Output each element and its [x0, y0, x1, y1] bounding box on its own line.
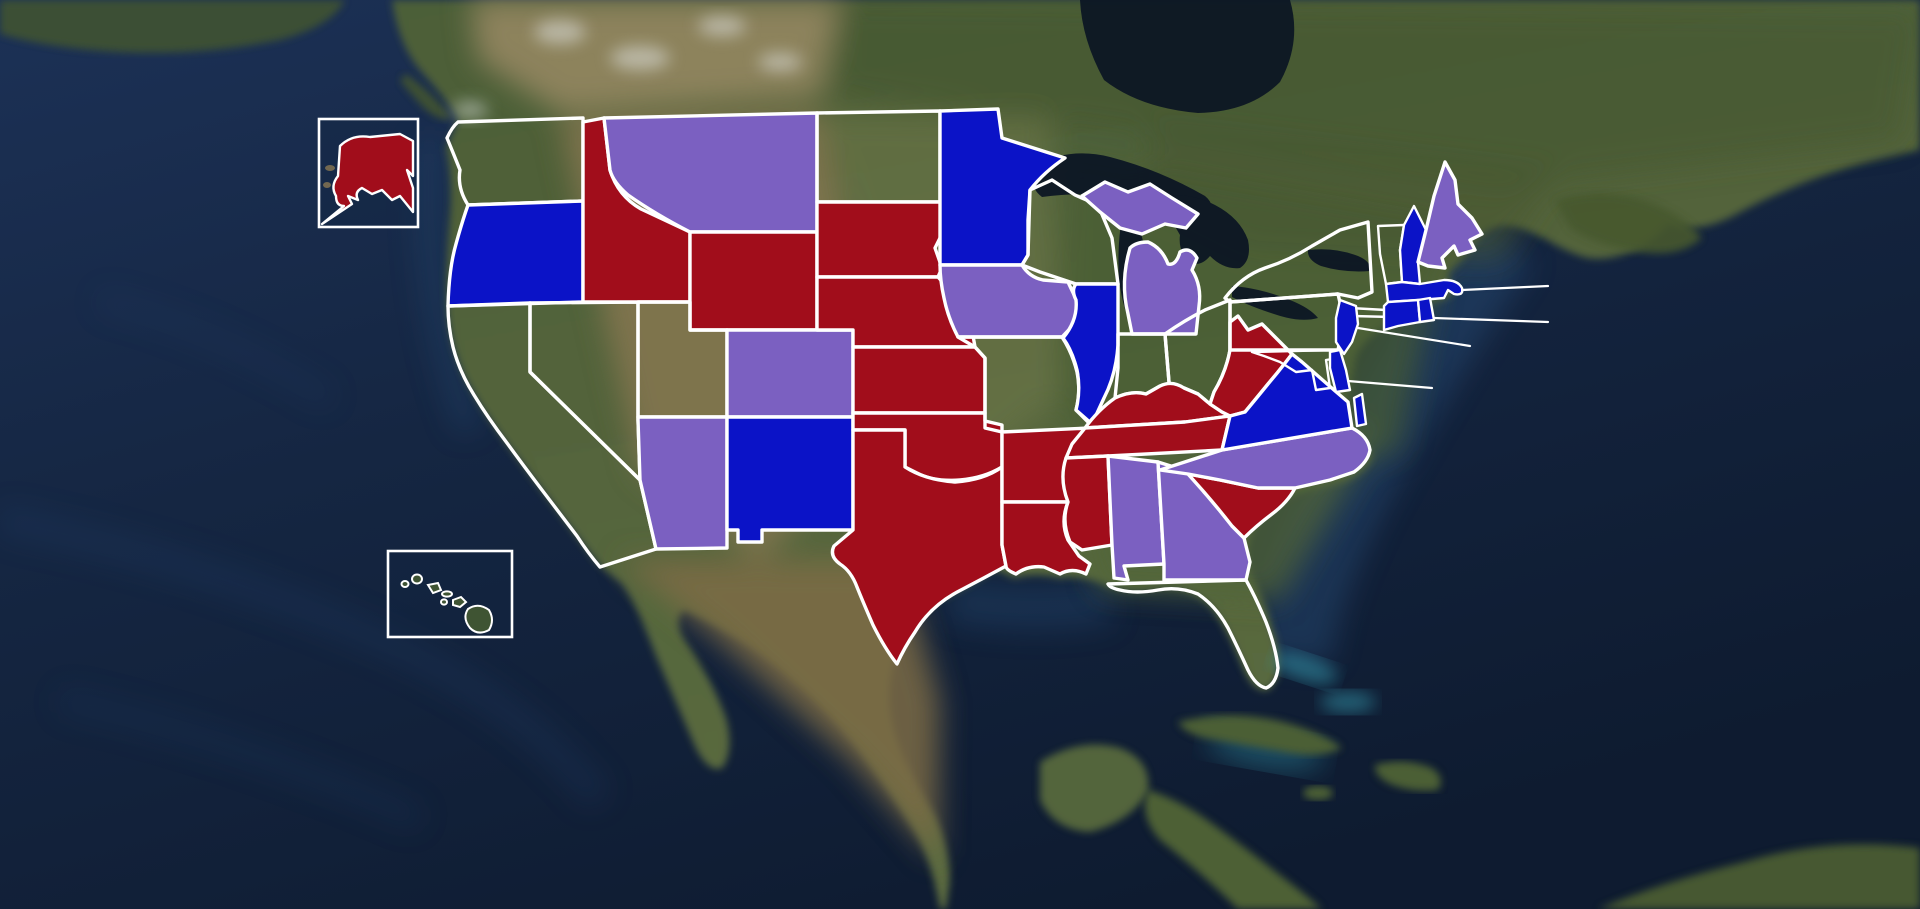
state-north-dakota[interactable]	[815, 109, 942, 204]
state-texas[interactable]	[830, 428, 1008, 666]
state-california[interactable]	[446, 301, 658, 569]
state-hawaii-maui[interactable]	[452, 595, 468, 609]
state-kentucky[interactable]	[1083, 381, 1232, 430]
state-michigan-upper-peninsula[interactable]	[1080, 180, 1200, 236]
state-hawaii-oahu[interactable]	[426, 581, 443, 595]
state-iowa[interactable]	[938, 263, 1082, 339]
state-south-dakota[interactable]	[815, 200, 945, 279]
state-massachusetts[interactable]	[1384, 278, 1464, 304]
leader-line-massachusetts	[1460, 284, 1550, 292]
aleutian-islet	[325, 165, 335, 171]
state-new-jersey[interactable]	[1334, 298, 1360, 356]
state-arizona[interactable]	[636, 415, 729, 551]
state-virginia-eastern-shore[interactable]	[1352, 392, 1368, 428]
state-alabama[interactable]	[1106, 454, 1166, 582]
state-hawaii-kauai[interactable]	[411, 573, 423, 585]
leader-line-rhode-island	[1432, 316, 1550, 324]
state-illinois[interactable]	[1061, 282, 1120, 426]
state-rhode-island[interactable]	[1416, 296, 1436, 324]
state-virginia[interactable]	[1220, 352, 1354, 452]
states-layer	[445, 107, 1484, 690]
caribbean	[1040, 651, 1920, 909]
state-pennsylvania[interactable]	[1228, 292, 1346, 352]
state-hawaii-lanai[interactable]	[440, 598, 448, 606]
state-tennessee[interactable]	[1064, 414, 1232, 460]
state-florida[interactable]	[1106, 578, 1280, 690]
leader-line-new-jersey	[1356, 326, 1472, 348]
state-new-york[interactable]	[1223, 220, 1374, 304]
leader-line-delaware	[1346, 379, 1434, 390]
state-michigan[interactable]	[1122, 240, 1202, 336]
state-washington[interactable]	[445, 116, 585, 207]
state-maine[interactable]	[1416, 160, 1484, 270]
state-mississippi[interactable]	[1061, 454, 1114, 552]
hawaii-inset[interactable]	[386, 549, 514, 639]
state-oregon[interactable]	[446, 199, 585, 308]
state-new-hampshire[interactable]	[1398, 204, 1428, 286]
state-hawaii-niihau[interactable]	[400, 580, 410, 588]
state-hawaii-big-island[interactable]	[464, 604, 493, 634]
state-north-carolina[interactable]	[1158, 426, 1372, 490]
aleutian-islet	[323, 182, 331, 188]
state-colorado[interactable]	[725, 328, 855, 419]
state-new-mexico[interactable]	[725, 415, 855, 544]
alaska-inset[interactable]	[317, 117, 420, 229]
state-kansas[interactable]	[851, 345, 987, 415]
state-hawaii-molokai[interactable]	[441, 590, 453, 598]
state-south-carolina[interactable]	[1186, 472, 1297, 540]
state-wyoming[interactable]	[688, 230, 819, 332]
callout-leader-lines	[1346, 284, 1550, 390]
state-alaska[interactable]	[320, 132, 415, 226]
